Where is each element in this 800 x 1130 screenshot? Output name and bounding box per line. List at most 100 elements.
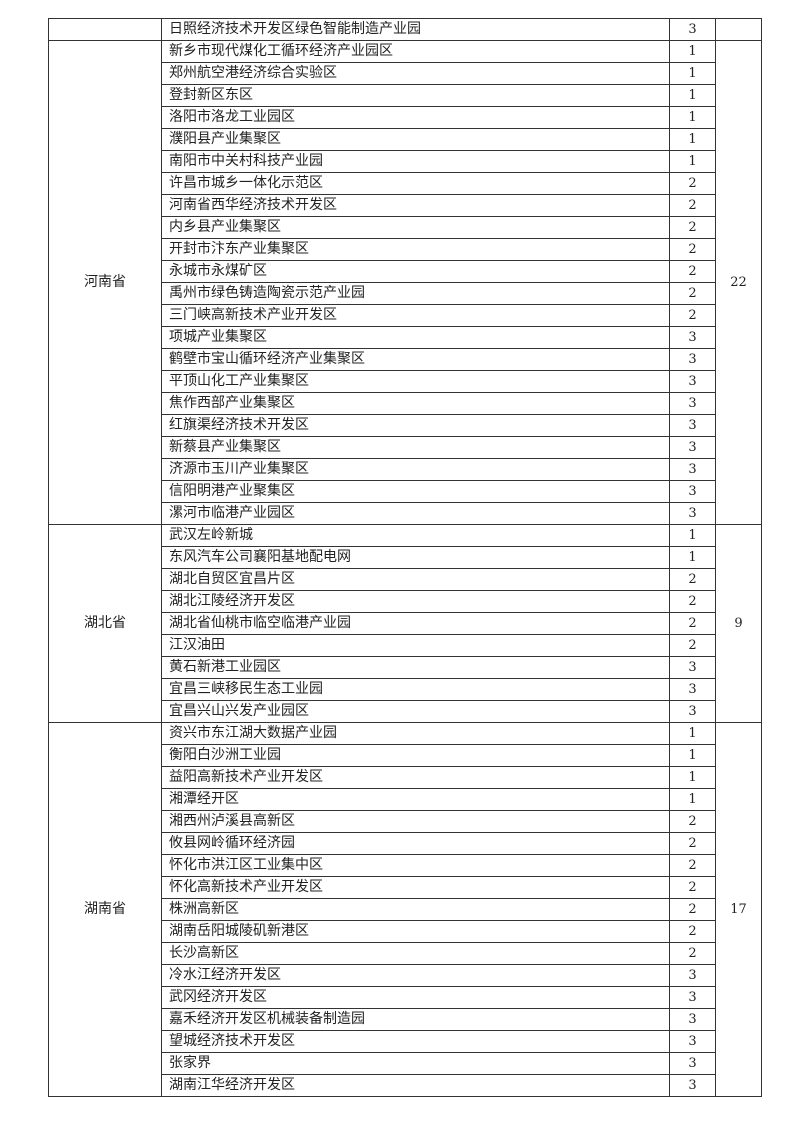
level-cell: 2 bbox=[669, 282, 716, 305]
level-cell: 3 bbox=[669, 1030, 716, 1053]
level-cell: 2 bbox=[669, 260, 716, 283]
level-cell: 3 bbox=[669, 986, 716, 1009]
level-cell: 3 bbox=[669, 480, 716, 503]
level-cell: 3 bbox=[669, 700, 716, 723]
level-cell: 3 bbox=[669, 370, 716, 393]
table-row: 攸县网岭循环经济园 2 bbox=[49, 832, 762, 855]
table-row: 鹤壁市宝山循环经济产业集聚区 3 bbox=[49, 348, 762, 371]
table-row: 嘉禾经济开发区机械装备制造园 3 bbox=[49, 1008, 762, 1031]
park-name-cell: 湘潭经开区 bbox=[161, 788, 670, 811]
park-name-cell: 项城产业集聚区 bbox=[161, 326, 670, 349]
park-name-cell: 株洲高新区 bbox=[161, 898, 670, 921]
park-name-cell: 嘉禾经济开发区机械装备制造园 bbox=[161, 1008, 670, 1031]
park-name-cell: 宜昌兴山兴发产业园区 bbox=[161, 700, 670, 723]
park-name-cell: 开封市汴东产业集聚区 bbox=[161, 238, 670, 261]
table-row: 湖南江华经济开发区 3 bbox=[49, 1074, 762, 1097]
level-cell: 2 bbox=[669, 194, 716, 217]
park-name-cell: 冷水江经济开发区 bbox=[161, 964, 670, 987]
park-name-cell: 张家界 bbox=[161, 1052, 670, 1075]
park-name-cell: 济源市玉川产业集聚区 bbox=[161, 458, 670, 481]
level-cell: 3 bbox=[669, 1074, 716, 1097]
park-name-cell: 武汉左岭新城 bbox=[161, 524, 670, 547]
level-cell: 2 bbox=[669, 304, 716, 327]
park-name-cell: 湖南江华经济开发区 bbox=[161, 1074, 670, 1097]
table-row: 望城经济技术开发区 3 bbox=[49, 1030, 762, 1053]
table-row: 衡阳白沙洲工业园 1 bbox=[49, 744, 762, 767]
level-cell: 3 bbox=[669, 502, 716, 525]
level-cell: 2 bbox=[669, 634, 716, 657]
park-name-cell: 望城经济技术开发区 bbox=[161, 1030, 670, 1053]
level-cell: 1 bbox=[669, 106, 716, 129]
level-cell: 2 bbox=[669, 810, 716, 833]
table-row: 禹州市绿色铸造陶瓷示范产业园 2 bbox=[49, 282, 762, 305]
level-cell: 2 bbox=[669, 590, 716, 613]
level-cell: 3 bbox=[669, 348, 716, 371]
park-name-cell: 攸县网岭循环经济园 bbox=[161, 832, 670, 855]
table-row: 日照经济技术开发区绿色智能制造产业园 3 bbox=[48, 18, 762, 41]
park-name-cell: 红旗渠经济技术开发区 bbox=[161, 414, 670, 437]
table-row: 济源市玉川产业集聚区 3 bbox=[49, 458, 762, 481]
level-cell: 2 bbox=[669, 854, 716, 877]
table-body: 日照经济技术开发区绿色智能制造产业园 3 河南省 新乡市现代煤化工循环经济产业园区 1 2… bbox=[48, 18, 762, 1097]
level-cell: 3 bbox=[669, 1052, 716, 1075]
level-cell: 1 bbox=[669, 40, 716, 63]
park-name-cell: 永城市永煤矿区 bbox=[161, 260, 670, 283]
park-name-cell: 平顶山化工产业集聚区 bbox=[161, 370, 670, 393]
level-cell: 1 bbox=[669, 546, 716, 569]
table-row: 河南省西华经济技术开发区 2 bbox=[49, 194, 762, 217]
table-row: 洛阳市洛龙工业园区 1 bbox=[49, 106, 762, 129]
level-cell: 2 bbox=[669, 898, 716, 921]
park-name-cell: 鹤壁市宝山循环经济产业集聚区 bbox=[161, 348, 670, 371]
park-name-cell: 黄石新港工业园区 bbox=[161, 656, 670, 679]
park-name-cell: 信阳明港产业聚集区 bbox=[161, 480, 670, 503]
park-name-cell: 郑州航空港经济综合实验区 bbox=[161, 62, 670, 85]
province-count-cell: 9 bbox=[715, 524, 762, 723]
park-table: 日照经济技术开发区绿色智能制造产业园 3 河南省 新乡市现代煤化工循环经济产业园区 1 2… bbox=[48, 18, 762, 1097]
level-cell: 3 bbox=[669, 326, 716, 349]
level-cell: 2 bbox=[669, 942, 716, 965]
level-cell: 3 bbox=[669, 964, 716, 987]
park-name-cell: 衡阳白沙洲工业园 bbox=[161, 744, 670, 767]
level-cell: 1 bbox=[669, 788, 716, 811]
park-name-cell: 内乡县产业集聚区 bbox=[161, 216, 670, 239]
park-name-cell: 漯河市临港产业园区 bbox=[161, 502, 670, 525]
level-cell: 3 bbox=[669, 656, 716, 679]
province-count-cell: 17 bbox=[715, 722, 762, 1097]
level-cell: 3 bbox=[669, 1008, 716, 1031]
park-name-cell: 湖北江陵经济开发区 bbox=[161, 590, 670, 613]
level-cell: 2 bbox=[669, 920, 716, 943]
province-cell bbox=[48, 18, 162, 41]
park-name-cell: 长沙高新区 bbox=[161, 942, 670, 965]
level-cell: 3 bbox=[669, 392, 716, 415]
level-cell: 3 bbox=[669, 678, 716, 701]
level-cell: 3 bbox=[669, 414, 716, 437]
table-row: 焦作西部产业集聚区 3 bbox=[49, 392, 762, 415]
table-row: 内乡县产业集聚区 2 bbox=[49, 216, 762, 239]
province-cell: 湖北省 bbox=[48, 524, 162, 723]
level-cell: 2 bbox=[669, 832, 716, 855]
park-name-cell: 禹州市绿色铸造陶瓷示范产业园 bbox=[161, 282, 670, 305]
table-row: 项城产业集聚区 3 bbox=[49, 326, 762, 349]
table-row: 湖北省 武汉左岭新城 1 9 bbox=[48, 524, 762, 723]
table-row: 新蔡县产业集聚区 3 bbox=[49, 436, 762, 459]
level-cell: 2 bbox=[669, 876, 716, 899]
park-name-cell: 资兴市东江湖大数据产业园 bbox=[161, 722, 670, 745]
table-row: 河南省 新乡市现代煤化工循环经济产业园区 1 22 bbox=[48, 40, 762, 525]
park-name-cell: 宜昌三峡移民生态工业园 bbox=[161, 678, 670, 701]
level-cell: 1 bbox=[669, 722, 716, 745]
level-cell: 1 bbox=[669, 62, 716, 85]
province-count-cell bbox=[715, 18, 762, 41]
park-name-cell: 焦作西部产业集聚区 bbox=[161, 392, 670, 415]
level-cell: 2 bbox=[669, 568, 716, 591]
table-row: 湖北江陵经济开发区 2 bbox=[49, 590, 762, 613]
park-name-cell: 新蔡县产业集聚区 bbox=[161, 436, 670, 459]
level-cell: 2 bbox=[669, 612, 716, 635]
park-name-cell: 洛阳市洛龙工业园区 bbox=[161, 106, 670, 129]
province-count-cell: 22 bbox=[715, 40, 762, 525]
park-name-cell: 江汉油田 bbox=[161, 634, 670, 657]
table-row: 湘西州泸溪县高新区 2 bbox=[49, 810, 762, 833]
park-name-cell: 东风汽车公司襄阳基地配电网 bbox=[161, 546, 670, 569]
park-name-cell: 湘西州泸溪县高新区 bbox=[161, 810, 670, 833]
table-row: 湖北自贸区宜昌片区 2 bbox=[49, 568, 762, 591]
level-cell: 2 bbox=[669, 172, 716, 195]
